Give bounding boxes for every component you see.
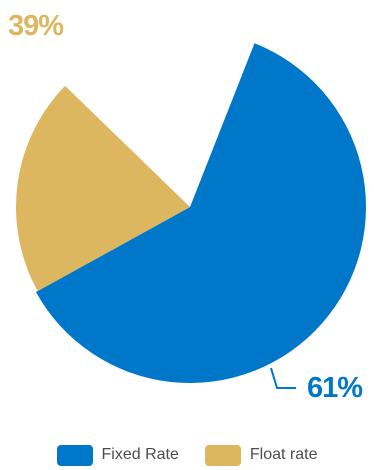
leader-line-fixed-rate [270, 367, 296, 389]
legend-label-fixed-rate: Fixed Rate [101, 446, 179, 463]
data-label-float-rate: 39% [8, 10, 64, 42]
legend-swatch-fixed-rate [56, 444, 93, 466]
legend-item-float-rate: Float rate [204, 444, 318, 466]
slice-float-rate [15, 85, 191, 292]
data-label-fixed-rate: 61% [307, 372, 363, 404]
legend-item-fixed-rate: Fixed Rate [56, 444, 179, 466]
slice-fixed-rate [35, 43, 367, 384]
legend: Fixed Rate Float rate [0, 440, 374, 470]
legend-swatch-float-rate [204, 444, 241, 466]
legend-label-float-rate: Float rate [249, 446, 318, 463]
